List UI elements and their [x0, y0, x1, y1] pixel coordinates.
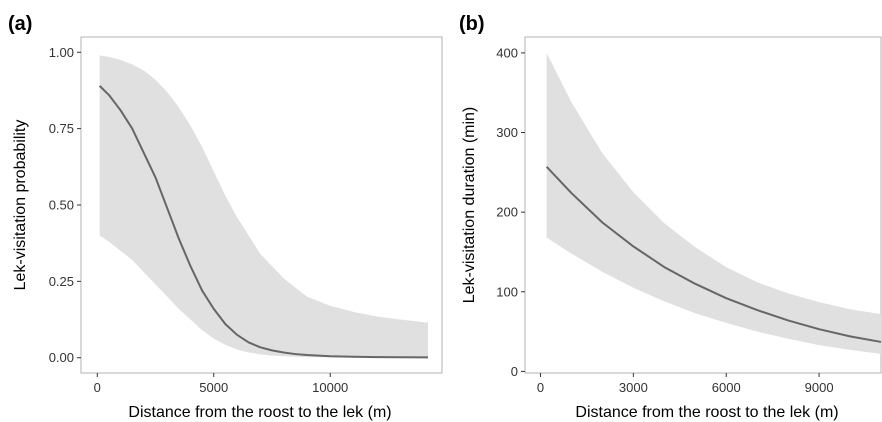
x-tick-label-a: 0 — [94, 380, 101, 395]
y-axis-title-a: Lek-visitation probability — [12, 120, 29, 291]
y-axis-ticks-b: 0 100 200 300 400 — [496, 45, 525, 379]
panel-label-a: (a) — [8, 13, 32, 35]
x-axis-title-a: Distance from the roost to the lek (m) — [128, 404, 391, 421]
panel-b: (b) 0 100 200 300 400 0 3000 6000 9000 Distance… — [459, 13, 882, 421]
fitted-line-b-0 — [545, 166, 882, 343]
y-tick-label-a: 0.00 — [49, 350, 74, 365]
x-tick-label-b: 9000 — [805, 380, 834, 395]
y-tick-label-b: 200 — [496, 205, 518, 220]
y-tick-label-a: 0.75 — [49, 121, 74, 136]
y-tick-label-a: 1.00 — [49, 45, 74, 60]
confidence-band-b — [546, 52, 881, 354]
y-axis-title-b: Lek-visitation duration (min) — [461, 107, 478, 304]
x-axis-ticks-a: 0 5000 10000 — [94, 373, 348, 395]
y-tick-label-b: 400 — [496, 45, 518, 60]
x-tick-label-a: 5000 — [199, 380, 228, 395]
x-tick-label-b: 6000 — [712, 380, 741, 395]
y-tick-label-a: 0.50 — [49, 198, 74, 213]
y-axis-ticks-a: 0.00 0.25 0.50 0.75 1.00 — [49, 45, 81, 365]
confidence-band-a — [99, 55, 429, 358]
y-tick-label-b: 0 — [511, 364, 518, 379]
x-tick-label-b: 0 — [537, 380, 544, 395]
x-axis-ticks-b: 0 3000 6000 9000 — [537, 373, 834, 395]
y-tick-label-b: 100 — [496, 284, 518, 299]
fitted-line-a — [98, 85, 429, 359]
fitted-line-b — [545, 166, 882, 343]
x-axis-title-b: Distance from the roost to the lek (m) — [575, 404, 838, 421]
panel-a: (a) 0.00 0.25 0.50 0.75 1.00 0 5000 10000 Dist… — [8, 13, 443, 421]
x-tick-label-a: 10000 — [312, 380, 348, 395]
confidence-band-b-0 — [546, 52, 881, 354]
fitted-line-a-0 — [98, 85, 429, 359]
y-tick-label-a: 0.25 — [49, 274, 74, 289]
x-tick-label-b: 3000 — [619, 380, 648, 395]
confidence-band-a-0 — [99, 55, 429, 358]
y-tick-label-b: 300 — [496, 125, 518, 140]
panel-label-b: (b) — [459, 13, 485, 35]
